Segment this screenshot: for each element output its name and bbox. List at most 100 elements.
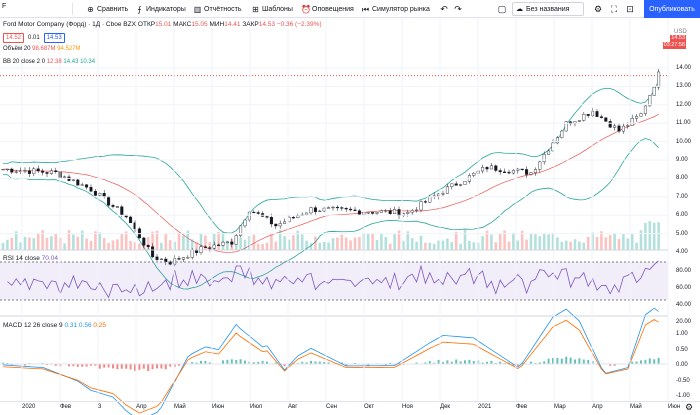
candle-body [503,171,507,173]
candle-body [353,209,357,211]
volume-value: 98.687M [32,46,56,52]
macd-histogram-bar [252,362,255,364]
volume-bar [318,242,322,250]
candle-body [419,201,423,211]
candle-body [547,150,551,155]
volume-bar [72,234,75,250]
chart-canvas[interactable] [0,18,700,415]
candle-body [595,111,599,117]
volume-bar [63,243,66,250]
volume-ma-value: 94.527M [57,46,81,52]
volume-bar [190,239,194,250]
templates-button[interactable]: ⊞ Шаблоны [251,3,293,15]
candle-body [525,169,529,175]
candle-body [599,116,603,118]
volume-bar [468,240,471,250]
macd-histogram-bar [560,358,563,364]
candle-body [120,206,124,216]
candle-body [274,223,278,227]
bid-price[interactable]: 14.52 [3,33,25,43]
redo-icon[interactable]: ↷ [454,3,462,14]
symbol-search[interactable]: F [2,3,7,10]
candle-body [621,125,625,132]
volume-bar [578,241,581,250]
volume-bar [450,242,454,250]
volume-bar [283,236,286,250]
macd-histogram-bar [98,364,101,369]
volume-bar [305,240,308,250]
candle-body [393,209,397,214]
macd-histogram-bar [129,364,132,370]
candle-body [639,113,643,117]
time-axis-label: Дек [440,404,451,410]
volume-bar [270,234,273,250]
macd-histogram-bar [609,364,612,366]
candle-body [85,184,89,188]
publish-button[interactable]: Опубликовать [644,0,700,18]
candle-body [203,246,207,248]
volume-legend: Объём 20 98.687M 94.527M [3,46,81,52]
financials-button[interactable]: ▥ Отчётность [193,3,242,15]
layout-grid-icon[interactable]: ▢ [497,3,507,14]
replay-button[interactable]: ⏮ Симулятор рынка [361,3,430,15]
candle-body [111,205,115,207]
volume-bar [287,239,291,250]
alerts-button[interactable]: ⏰ Оповещения [301,3,354,15]
candle-body [221,241,225,246]
macd-histogram-bar [587,360,590,364]
candle-body [340,207,344,209]
macd-histogram-bar [151,364,154,370]
volume-bar [547,234,550,250]
candle-body [375,212,379,214]
undo-icon[interactable]: ↶ [440,3,448,14]
volume-bar [569,241,572,250]
candle-body [168,261,172,265]
macd-axis-label: -1.00 [676,393,690,399]
macd-histogram-bar [569,357,572,364]
candle-body [520,168,524,171]
time-axis-label: Июл [250,404,263,410]
volume-bar [177,232,181,250]
settings-icon[interactable]: ⚙ [684,401,694,412]
candle-body [613,125,617,128]
macd-histogram-bar [230,359,233,364]
ask-price[interactable]: 14.53 [43,33,65,43]
price-axis-label: 14.00 [676,65,692,71]
volume-bar [98,232,102,250]
candle-body [538,161,542,170]
macd-label: MACD 12 26 close 9 [3,322,63,329]
fullscreen-icon[interactable]: ⛶ [610,3,618,14]
candle-body [366,212,370,214]
macd-histogram-bar [195,362,198,364]
candle-body [151,246,155,258]
layout-selector[interactable]: ☁ Без названия [512,2,584,16]
volume-bar [340,234,344,250]
candle-body [564,121,568,132]
candle-body [529,172,533,175]
macd-histogram-bar [499,361,502,364]
compare-button[interactable]: ⊕ Сравнить [86,3,128,15]
candle-body [14,171,18,173]
macd-value: 0.31 [64,322,78,329]
settings-icon[interactable]: ⚙ [593,3,603,14]
candle-body [155,256,159,260]
candle-body [388,210,392,214]
macd-histogram-bar [310,360,312,364]
candle-body [630,118,634,126]
countdown-tag: 03:27:58 [662,42,686,49]
macd-histogram-bar [657,357,660,364]
candle-body [507,171,511,174]
candle-body [181,257,185,260]
macd-histogram-bar [169,364,172,367]
macd-histogram-bar [323,362,326,364]
volume-bar [151,231,154,250]
candle-body [577,120,581,122]
plus-circle-icon: ⊕ [87,4,94,14]
indicators-button[interactable]: ⨍ Индикаторы [135,3,185,15]
time-axis[interactable] [0,401,700,415]
candle-body [313,207,317,212]
candle-body [485,167,489,170]
camera-icon[interactable]: ⊡ [626,3,634,14]
ohlc-values: ОТКР15.01 МАКС15.05 МИН14.41 ЗАКР14.53 −… [137,21,322,28]
macd-histogram-bar [314,361,317,364]
